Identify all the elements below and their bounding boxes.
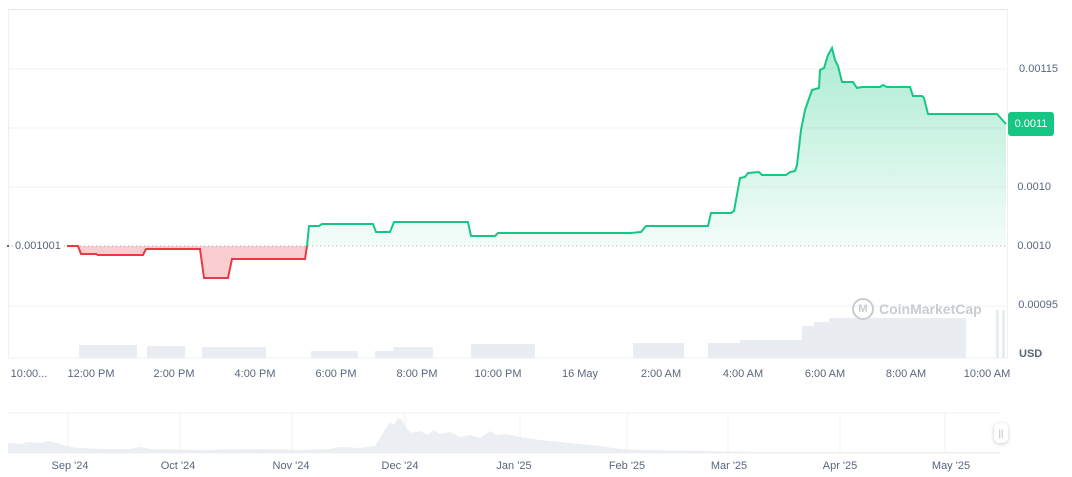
y-tick-label: 0.00115 — [1019, 63, 1058, 75]
navigator-tick-label: Mar '25 — [710, 460, 748, 472]
navigator-tick-label: Dec '24 — [381, 460, 419, 472]
x-tick-label: 12:00 PM — [67, 368, 115, 380]
coinmarketcap-logo-icon: M — [852, 298, 874, 320]
y-tick-label: 0.00095 — [1018, 299, 1058, 311]
navigator-range-handle[interactable]: || — [994, 423, 1008, 443]
x-tick-label: 6:00 AM — [804, 368, 846, 380]
navigator-area — [8, 418, 1000, 453]
x-tick-label: 16 May — [561, 368, 599, 380]
price-area-above — [307, 48, 1006, 246]
x-tick-label: 8:00 AM — [885, 368, 927, 380]
watermark-text: CoinMarketCap — [879, 301, 982, 317]
price-area-below — [67, 246, 307, 278]
current-price-badge: 0.0011 — [1008, 112, 1054, 136]
x-tick-label: 4:00 AM — [722, 368, 764, 380]
navigator-tick-label: Apr '25 — [822, 460, 858, 472]
open-price-label: 0.001001 — [13, 240, 63, 252]
price-line-above — [306, 45, 1007, 247]
x-tick-label: 10:00... — [10, 368, 48, 380]
price-line-below — [67, 245, 308, 279]
navigator-tick-label: Oct '24 — [160, 460, 196, 472]
navigator-tick-label: May '25 — [931, 460, 971, 472]
plot-area[interactable] — [8, 9, 1008, 359]
currency-label: USD — [1019, 348, 1043, 360]
x-tick-label: 2:00 PM — [153, 368, 195, 380]
x-tick-label: 4:00 PM — [234, 368, 276, 380]
open-price-marker — [7, 245, 9, 247]
x-tick-label: 8:00 PM — [396, 368, 438, 380]
navigator — [8, 412, 1000, 454]
navigator-tick-label: Sep '24 — [51, 460, 89, 472]
x-tick-label: 6:00 PM — [315, 368, 357, 380]
navigator-tick-label: Jan '25 — [496, 460, 532, 472]
navigator-tick-label: Feb '25 — [608, 460, 646, 472]
navigator-tick-label: Nov '24 — [272, 460, 310, 472]
x-tick-label: 10:00 PM — [474, 368, 522, 380]
x-tick-label: 10:00 AM — [963, 368, 1011, 380]
volume-bars — [79, 310, 1005, 358]
x-tick-label: 2:00 AM — [640, 368, 682, 380]
y-tick-label: 0.0010 — [1017, 240, 1051, 252]
watermark: M CoinMarketCap — [852, 298, 982, 320]
y-tick-label: 0.0010 — [1017, 181, 1051, 193]
